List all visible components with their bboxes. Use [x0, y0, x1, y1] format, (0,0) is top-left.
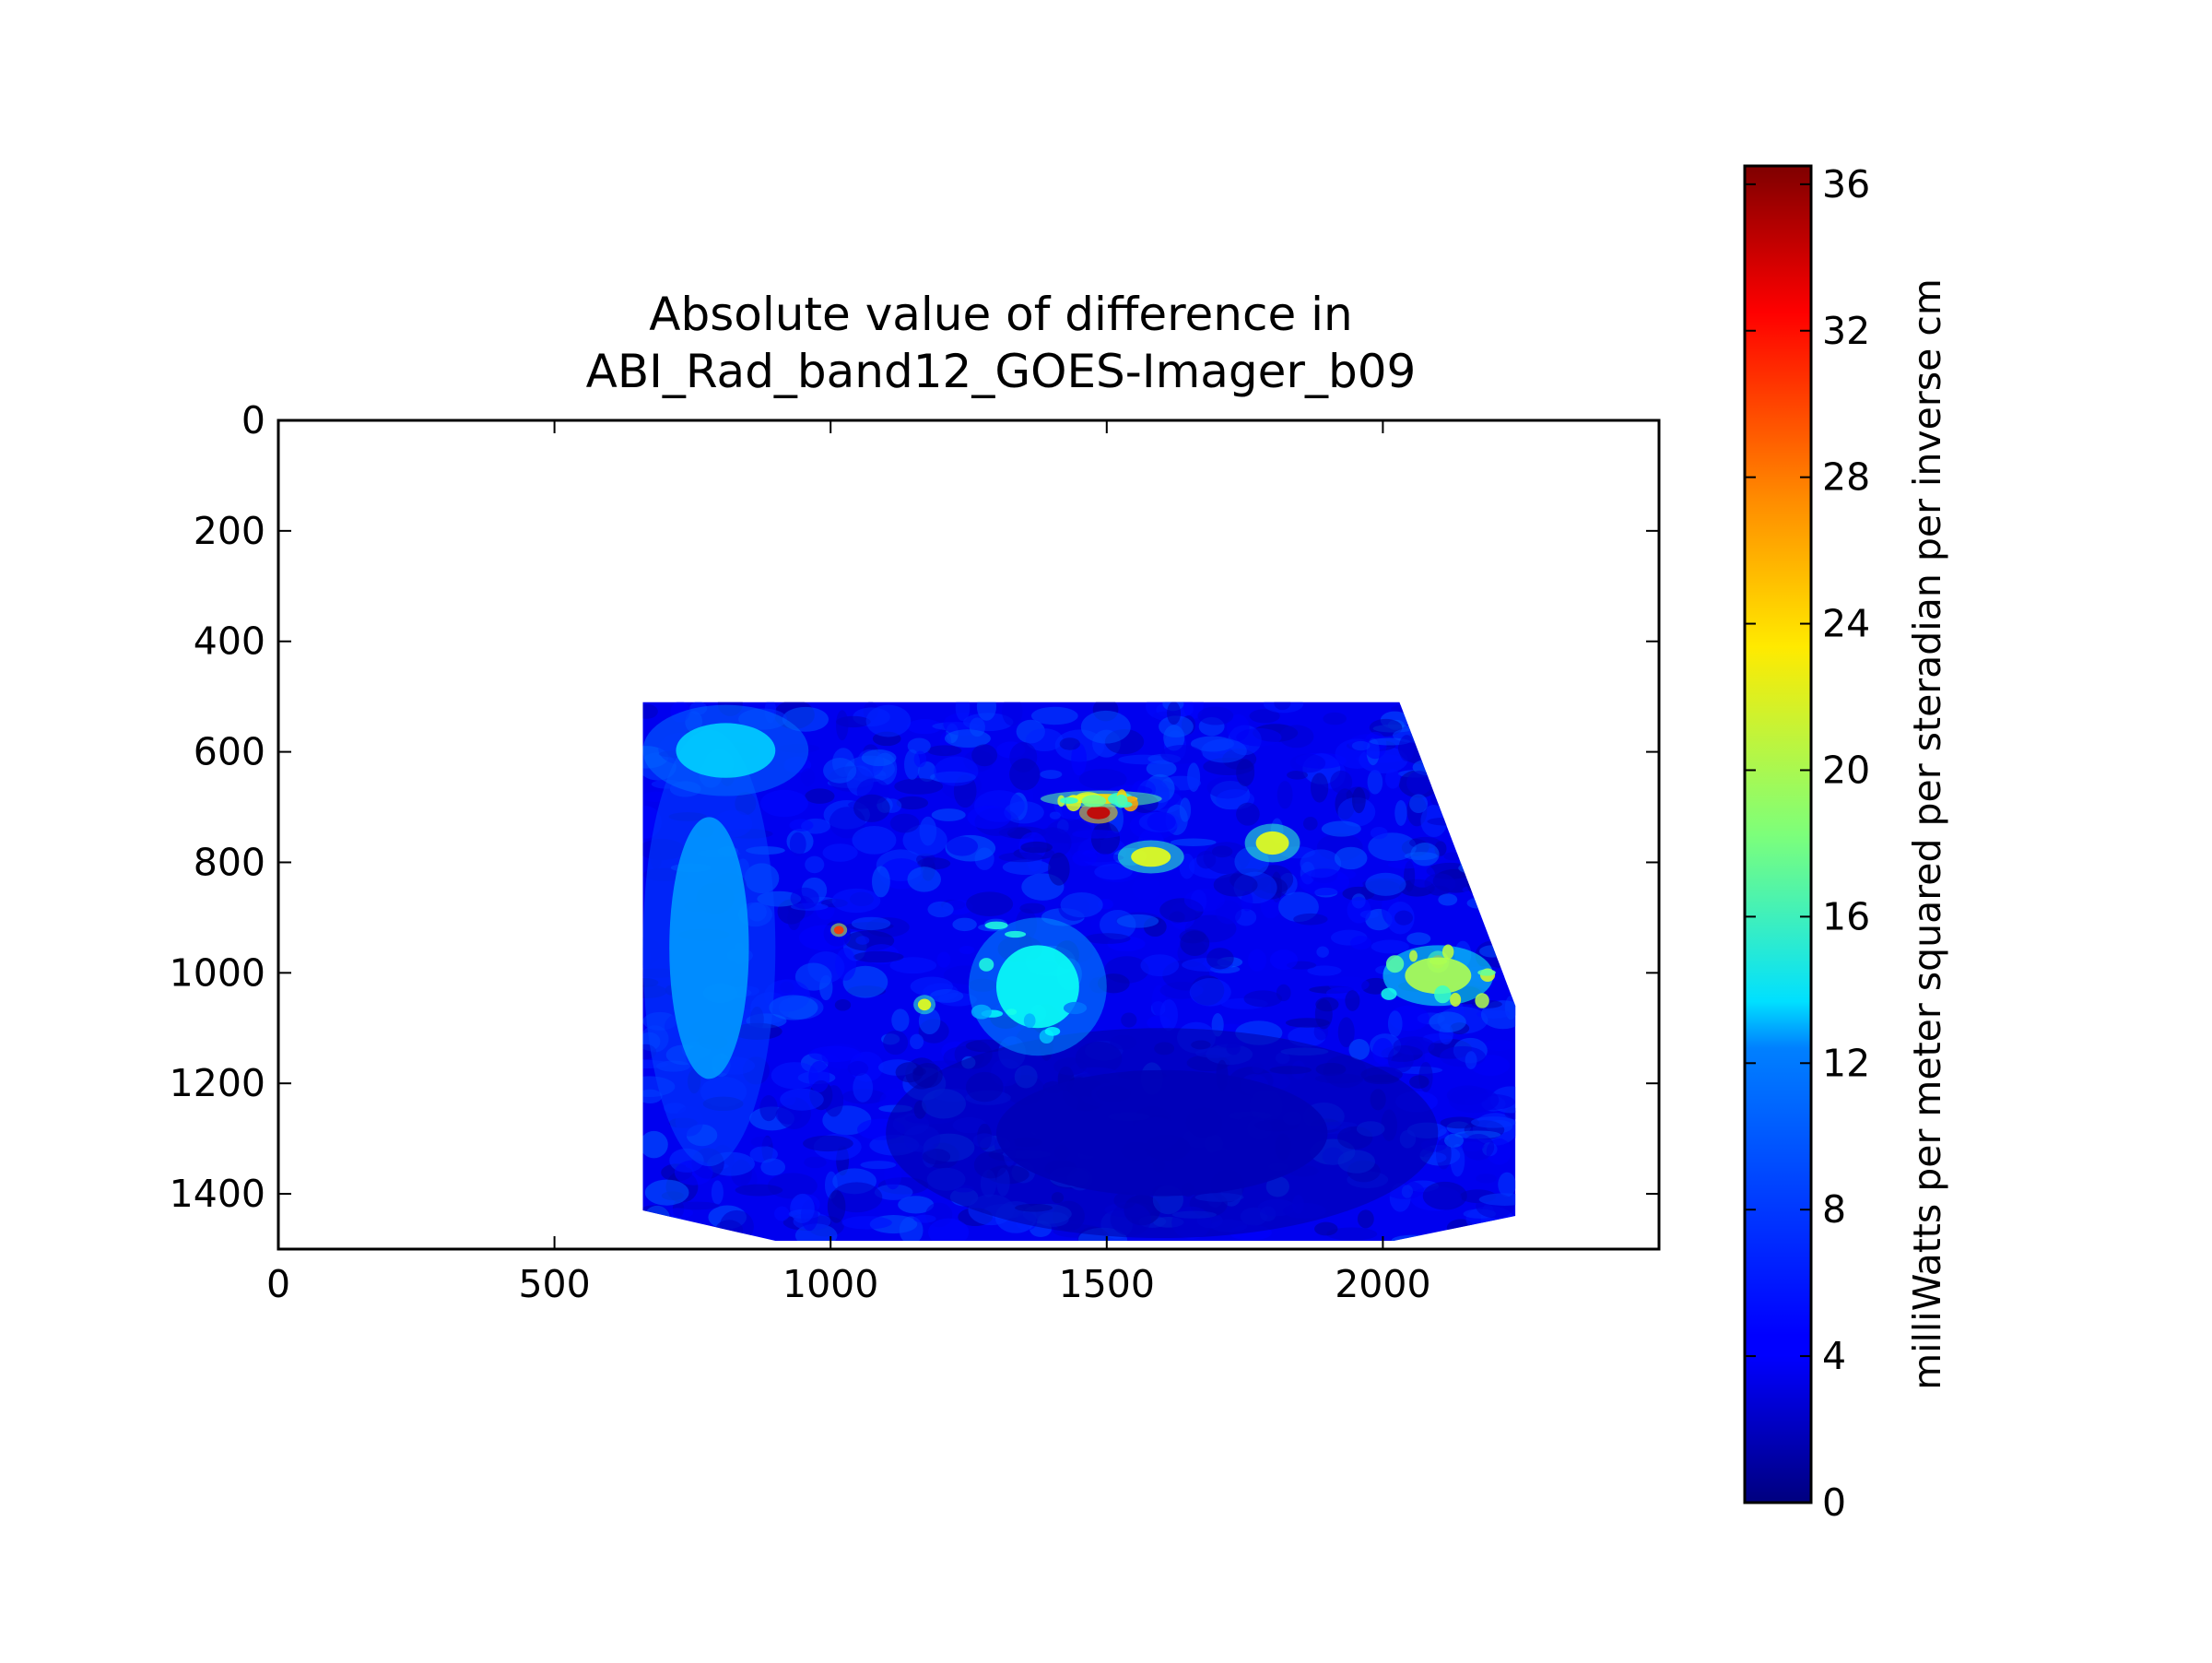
heatmap-feature-3	[886, 1028, 1439, 1239]
heatmap-feature-11	[1117, 840, 1184, 874]
colorbar-tick-label: 32	[1822, 309, 1870, 353]
y-tick-label: 1200	[170, 1061, 265, 1105]
y-tick-label: 600	[194, 730, 265, 774]
y-tick-label: 0	[241, 398, 265, 442]
heatmap-feature-10	[1244, 823, 1300, 863]
colorbar-tick-label: 12	[1822, 1041, 1870, 1085]
colorbar-tick-label: 20	[1822, 748, 1870, 792]
heatmap-data	[642, 702, 1516, 1242]
x-tick-label: 1500	[1059, 1262, 1155, 1306]
heatmap-feature-6	[830, 923, 848, 938]
colorbar-ticks: 0 4 8 12 16 20 24 28 32 36	[1745, 162, 1870, 1525]
y-tick-label: 800	[194, 840, 265, 884]
y-tick-label: 400	[194, 619, 265, 664]
colorbar	[1743, 164, 1813, 1504]
colorbar-tick-label: 24	[1822, 602, 1870, 646]
x-tick-label: 2000	[1335, 1262, 1430, 1306]
heatmap-feature-9	[1381, 944, 1496, 1008]
colorbar-tick-label: 0	[1822, 1480, 1846, 1525]
x-tick-label: 1000	[782, 1262, 878, 1306]
x-tick-label: 500	[518, 1262, 590, 1306]
heatmap-feature-5	[1040, 789, 1162, 812]
colorbar-tick-label: 36	[1822, 162, 1870, 206]
chart-title-line-2: ABI_Rad_band12_GOES-Imager_b09	[586, 345, 1417, 398]
colorbar-label: milliWatts per meter squared per steradi…	[1905, 278, 1949, 1390]
y-tick-label: 1000	[170, 950, 265, 995]
y-tick-label: 200	[194, 509, 265, 553]
chart-title: Absolute value of difference inABI_Rad_b…	[586, 288, 1417, 398]
heatmap-feature-12	[969, 917, 1107, 1056]
y-tick-label: 1400	[170, 1172, 265, 1216]
colorbar-tick-label: 4	[1822, 1334, 1846, 1378]
heatmap-feature-7	[913, 995, 936, 1015]
heatmap-feature-1	[642, 729, 776, 1167]
heatmap-feature-2	[642, 704, 809, 796]
colorbar-tick-label: 28	[1822, 455, 1870, 500]
plot-frame	[276, 419, 1661, 1251]
chart-title-line-1: Absolute value of difference in	[649, 288, 1352, 341]
colorbar-tick-label: 8	[1822, 1187, 1846, 1232]
x-axis: 0 500 1000 1500 2000	[266, 420, 1431, 1306]
heatmap-feature-4	[1078, 801, 1118, 824]
x-tick-label: 0	[266, 1262, 290, 1306]
y-axis: 0 200 400 600 800 1000 1200 1400	[170, 398, 1659, 1216]
colorbar-tick-label: 16	[1822, 894, 1870, 938]
